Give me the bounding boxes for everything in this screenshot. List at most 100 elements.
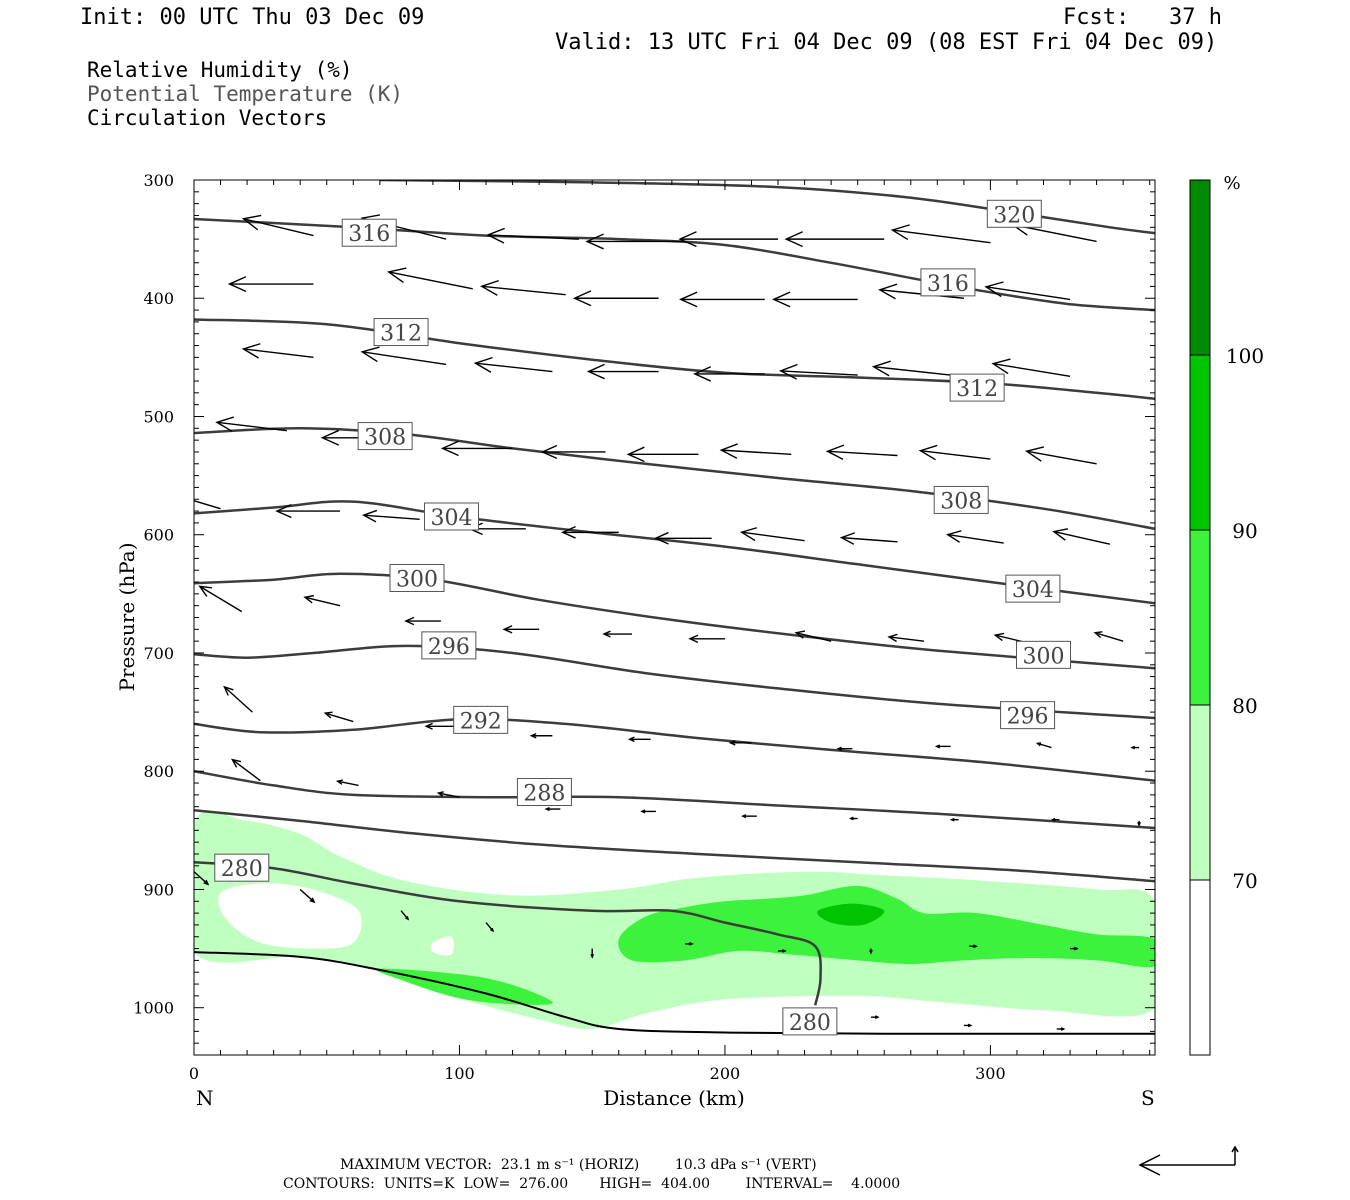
contour-label: 316 — [920, 268, 976, 297]
colorbar-label: 90 — [1232, 519, 1257, 543]
contour-label: 308 — [933, 485, 989, 514]
contour-info: CONTOURS: UNITS=K LOW= 276.00 HIGH= 404.… — [283, 1176, 901, 1192]
theta-contour-300 — [194, 572, 1155, 670]
contour-label: 296 — [1000, 701, 1056, 730]
south-label: S — [1141, 1086, 1155, 1110]
circulation-vector — [404, 616, 441, 626]
legend-rh: Relative Humidity (%) — [87, 58, 353, 82]
circulation-vector — [728, 740, 752, 746]
y-tick-label: 800 — [143, 762, 174, 781]
circulation-vector — [1050, 817, 1060, 822]
forecast-hour: Fcst: 37 h — [1063, 5, 1222, 30]
rh-region-5 — [817, 903, 885, 926]
circulation-vector — [303, 594, 341, 607]
theta-contour-296 — [194, 644, 1155, 720]
contour-label: 320 — [986, 199, 1042, 228]
circulation-vector — [869, 948, 873, 955]
circulation-vector — [585, 233, 686, 250]
theta-contour-280 — [194, 861, 822, 1006]
circulation-vector — [230, 758, 261, 782]
circulation-vector — [1035, 742, 1052, 749]
init-time: Init: 00 UTC Thu 03 Dec 09 — [80, 5, 425, 30]
circulation-vector — [887, 633, 925, 643]
y-tick-label: 600 — [143, 526, 174, 545]
circulation-vector — [679, 291, 765, 308]
theta-contour-304 — [194, 500, 1155, 605]
circulation-vector — [110, 270, 194, 285]
svg-text:300: 300 — [1023, 644, 1065, 669]
circulation-vector — [688, 634, 725, 643]
y-tick-label: 400 — [143, 289, 174, 308]
svg-text:308: 308 — [364, 426, 406, 451]
circulation-vector — [223, 685, 253, 713]
circulation-vector — [561, 526, 619, 539]
colorbar-unit: % — [1223, 173, 1240, 194]
theta-contour-312 — [194, 318, 1155, 401]
x-tick-label: 200 — [710, 1064, 741, 1083]
max-vector-note: MAXIMUM VECTOR: 23.1 m s⁻¹ (HORIZ) 10.3 … — [340, 1157, 817, 1173]
x-tick-label: 100 — [444, 1064, 475, 1083]
svg-text:316: 316 — [927, 272, 969, 297]
circulation-vector — [741, 814, 757, 819]
colorbar-band — [1190, 180, 1210, 355]
circulation-vector — [502, 625, 540, 634]
circulation-vector — [241, 214, 314, 237]
svg-text:296: 296 — [1007, 705, 1049, 730]
svg-text:316: 316 — [348, 222, 390, 247]
x-axis-label: Distance (km) — [603, 1086, 745, 1110]
north-label: N — [196, 1086, 214, 1110]
circulation-vector — [784, 231, 885, 248]
y-tick-label: 1000 — [133, 999, 174, 1018]
circulation-vector — [626, 446, 699, 463]
circulation-vector — [778, 363, 858, 380]
contour-label: 296 — [421, 631, 477, 660]
circulation-vector — [1056, 1027, 1066, 1031]
theta-contour-284 — [194, 808, 1155, 883]
colorbar-label: 80 — [1232, 694, 1257, 718]
circulation-vector — [640, 809, 656, 814]
circulation-vector — [918, 444, 991, 461]
contour-label: 300 — [1016, 640, 1072, 669]
circulation-vector — [400, 910, 410, 921]
x-tick-label: 0 — [189, 1064, 199, 1083]
circulation-vector — [529, 732, 553, 739]
legend-vectors: Circulation Vectors — [87, 106, 328, 130]
circulation-vector — [194, 353, 195, 354]
colorbar-band — [1190, 355, 1210, 530]
contour-label: 308 — [357, 422, 413, 451]
circulation-vector — [198, 585, 243, 613]
x-tick-label: 300 — [975, 1064, 1006, 1083]
theta-contour-308 — [194, 427, 1155, 531]
circulation-vector — [969, 944, 978, 949]
y-tick-label: 500 — [143, 407, 174, 426]
circulation-vector — [871, 360, 951, 377]
circulation-vector — [963, 1023, 973, 1028]
circulation-vector — [227, 276, 314, 293]
circulation-vector — [586, 363, 659, 380]
circulation-vector — [590, 948, 595, 959]
circulation-vector — [848, 816, 858, 821]
ground-surface-line — [194, 951, 1155, 1035]
circulation-vector — [299, 888, 316, 904]
circulation-vector — [540, 444, 606, 460]
circulation-vector — [685, 941, 694, 946]
legend-theta: Potential Temperature (K) — [87, 82, 404, 106]
circulation-vector — [771, 291, 858, 308]
circulation-vector — [215, 416, 287, 432]
circulation-vector — [323, 711, 354, 723]
circulation-vector — [194, 500, 221, 510]
y-tick-label: 900 — [143, 880, 174, 899]
reference-vector-icon — [1138, 1145, 1239, 1176]
circulation-vector — [627, 736, 651, 743]
theta-contour-292 — [194, 717, 1155, 782]
svg-text:304: 304 — [431, 506, 473, 531]
contour-label: 312 — [373, 318, 429, 347]
circulation-vector — [479, 279, 566, 296]
contour-label: 316 — [341, 218, 397, 247]
colorbar-band — [1190, 530, 1210, 705]
circulation-vector — [653, 531, 712, 545]
circulation-vector — [1093, 631, 1124, 642]
circulation-vector — [361, 509, 420, 523]
y-axis-label: Pressure (hPa) — [115, 543, 139, 692]
